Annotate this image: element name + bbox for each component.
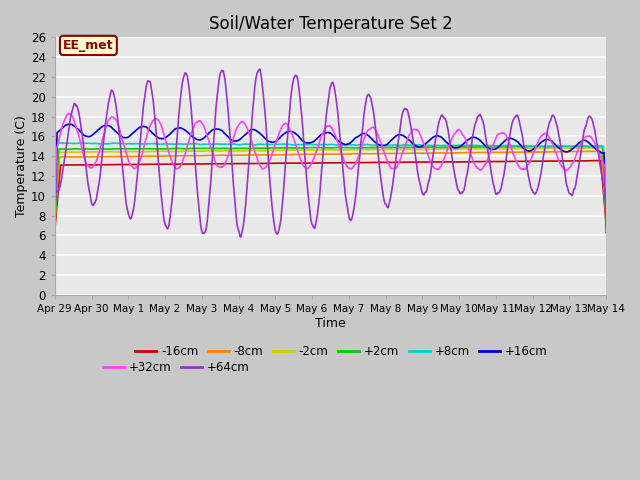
+2cm [488, 144, 496, 150]
+32cm [236, 121, 243, 127]
-8cm [488, 149, 496, 155]
-2cm [236, 148, 243, 154]
+2cm [160, 146, 168, 152]
-8cm [173, 153, 181, 159]
-2cm [602, 211, 610, 217]
-8cm [602, 217, 610, 223]
-8cm [160, 153, 168, 159]
Legend: +32cm, +64cm: +32cm, +64cm [98, 356, 254, 379]
-8cm [537, 149, 545, 155]
Line: -2cm: -2cm [55, 148, 606, 224]
+16cm [602, 209, 610, 215]
-2cm [537, 145, 545, 151]
-8cm [51, 220, 59, 226]
+8cm [602, 213, 610, 218]
Line: -16cm: -16cm [55, 161, 606, 230]
Line: +64cm: +64cm [55, 69, 606, 237]
Line: +8cm: +8cm [55, 143, 606, 216]
-16cm [173, 161, 181, 167]
+16cm [236, 137, 243, 143]
+16cm [174, 125, 182, 131]
+32cm [537, 134, 545, 140]
+2cm [51, 219, 59, 225]
-2cm [488, 146, 496, 152]
+8cm [236, 142, 243, 148]
-2cm [591, 145, 598, 151]
+16cm [65, 121, 73, 127]
Text: EE_met: EE_met [63, 39, 114, 52]
+16cm [417, 144, 424, 150]
+64cm [256, 66, 264, 72]
+64cm [51, 228, 59, 234]
-16cm [488, 158, 496, 164]
+2cm [173, 145, 181, 151]
+16cm [488, 146, 496, 152]
-16cm [602, 220, 610, 226]
+8cm [417, 142, 424, 148]
+8cm [51, 211, 59, 217]
+16cm [51, 211, 59, 217]
Y-axis label: Temperature (C): Temperature (C) [15, 115, 28, 217]
-16cm [160, 161, 168, 167]
+32cm [488, 144, 496, 150]
-8cm [416, 150, 424, 156]
+64cm [417, 184, 424, 190]
Line: +16cm: +16cm [55, 124, 606, 214]
+32cm [602, 213, 610, 218]
-8cm [597, 148, 605, 154]
Line: +32cm: +32cm [55, 114, 606, 224]
X-axis label: Time: Time [315, 317, 346, 330]
-16cm [416, 159, 424, 165]
+64cm [236, 229, 243, 235]
+64cm [489, 177, 497, 183]
+8cm [488, 143, 496, 148]
-16cm [594, 158, 602, 164]
-2cm [173, 149, 181, 155]
+8cm [161, 141, 168, 147]
Line: -8cm: -8cm [55, 151, 606, 223]
Line: +2cm: +2cm [55, 146, 606, 222]
-16cm [537, 158, 545, 164]
+64cm [160, 217, 168, 223]
+32cm [51, 221, 59, 227]
+64cm [538, 168, 545, 174]
+32cm [65, 111, 72, 117]
-8cm [236, 152, 243, 158]
-16cm [51, 227, 59, 233]
-2cm [416, 146, 424, 152]
+8cm [174, 141, 182, 147]
+32cm [174, 166, 182, 171]
+16cm [537, 140, 545, 145]
+8cm [537, 144, 545, 149]
+2cm [236, 145, 243, 151]
+8cm [58, 140, 65, 146]
+2cm [590, 144, 598, 149]
+2cm [416, 144, 424, 150]
+64cm [237, 234, 244, 240]
+16cm [161, 135, 168, 141]
-16cm [236, 161, 243, 167]
+64cm [602, 230, 610, 236]
+32cm [417, 132, 424, 138]
+2cm [602, 210, 610, 216]
-2cm [51, 221, 59, 227]
Title: Soil/Water Temperature Set 2: Soil/Water Temperature Set 2 [209, 15, 452, 33]
+32cm [161, 133, 168, 139]
-2cm [160, 148, 168, 154]
+2cm [537, 144, 545, 149]
+64cm [173, 130, 181, 136]
